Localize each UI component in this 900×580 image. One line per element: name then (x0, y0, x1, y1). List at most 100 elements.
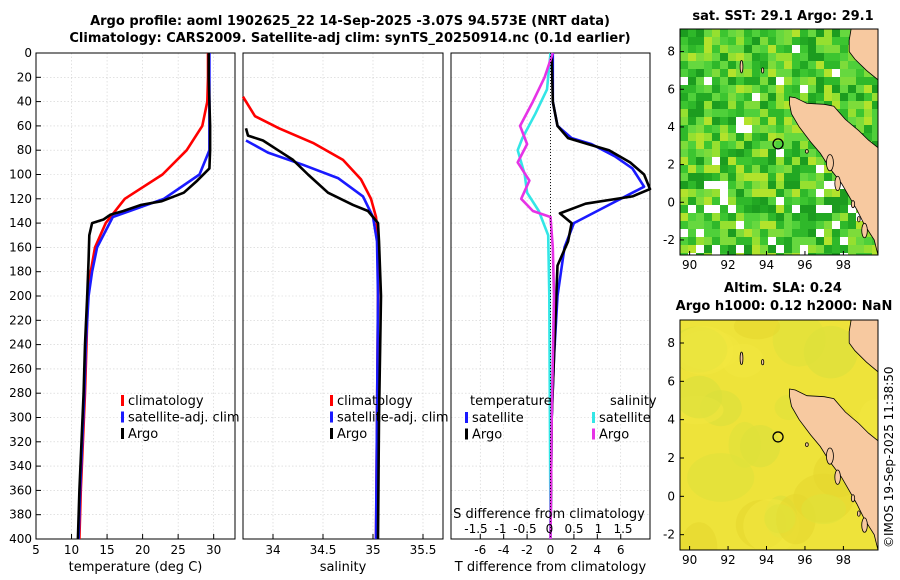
sla-ytick-label: 6 (667, 374, 675, 388)
sla-sla-blob (680, 375, 723, 419)
temp-xtick-label: 25 (171, 543, 186, 557)
temp-ytick-label: 340 (9, 459, 32, 473)
sal-line-satellite-adj-clim (245, 139, 380, 540)
sal-legend-swatch (330, 428, 333, 439)
sla-island (850, 494, 856, 503)
diff-xtick-label: 2 (570, 543, 578, 557)
sst-ytick-label: 2 (667, 158, 675, 172)
sla-xtick-label: 90 (682, 553, 697, 567)
sst-island (805, 149, 809, 154)
temp-legend-swatch (121, 428, 124, 439)
temp-ytick-label: 280 (9, 386, 32, 400)
sst-peninsula-land (848, 29, 878, 81)
sst-island (826, 154, 834, 172)
diff-s-tick-label: 1 (595, 522, 603, 536)
sla-sla-blob (680, 325, 734, 375)
sal-legend-label: satellite-adj. clim (337, 411, 449, 426)
temp-ytick-label: 40 (17, 95, 32, 109)
sst-island (861, 222, 868, 239)
sal-plot-bg (243, 53, 443, 539)
temp-xtick-label: 20 (135, 543, 150, 557)
sla-argo-marker (772, 431, 784, 443)
diff-xtick-label: 6 (617, 543, 625, 557)
temp-ytick-label: 400 (9, 532, 32, 546)
sal-legend-label: climatology (337, 394, 413, 409)
sla-xtick-label: 92 (720, 553, 735, 567)
sla-island (856, 510, 861, 517)
diff-t-legend-swatch (465, 428, 468, 440)
temp-ytick-label: 180 (9, 265, 32, 279)
temp-line-argo (76, 53, 212, 540)
sal-xtick-label: 34.5 (310, 543, 337, 557)
sla-map-area (680, 320, 878, 550)
sst-map-title: sat. SST: 29.1 Argo: 29.1 (692, 9, 874, 24)
sal-xtick-label: 35.5 (410, 543, 437, 557)
diff-xlabel: T difference from climatology (454, 560, 647, 575)
sla-ytick-label: -2 (663, 528, 675, 542)
chart-title-line1: Argo profile: aoml 1902625_22 14-Sep-202… (90, 14, 610, 29)
sst-island (834, 175, 841, 192)
temp-legend-label: satellite-adj. clim (128, 411, 240, 426)
diff-s-tick-label: 0.5 (564, 522, 583, 536)
sla-xtick-label: 98 (836, 553, 851, 567)
sst-map-area (680, 29, 878, 255)
temp-ytick-label: 120 (9, 192, 32, 206)
diff-xtick-label: -2 (521, 543, 533, 557)
sst-island (850, 200, 856, 209)
temp-ytick-label: 380 (9, 508, 32, 522)
sla-ytick-label: 8 (667, 336, 675, 350)
temp-xtick-label: 5 (32, 543, 40, 557)
diff-xtick-label: -6 (474, 543, 486, 557)
diff-s-tick-label: -1.5 (464, 522, 487, 536)
sla-sumatra-land (789, 388, 878, 550)
sst-ytick-label: -2 (663, 233, 675, 247)
sst-xtick-label: 94 (759, 258, 774, 272)
temp-ytick-label: 300 (9, 411, 32, 425)
sla-sla-blob (728, 421, 761, 468)
diff-s-legend-label: satellite (599, 411, 651, 426)
temp-xlabel: temperature (deg C) (69, 560, 203, 575)
temp-ytick-label: 200 (9, 289, 32, 303)
sla-map-title-line1: Altim. SLA: 0.24 (724, 281, 842, 296)
temp-ytick-label: 0 (24, 46, 32, 60)
sst-xtick-label: 90 (682, 258, 697, 272)
temp-xtick-label: 30 (206, 543, 221, 557)
diff-line-t-argo (549, 52, 652, 540)
sla-map-title-line2: Argo h1000: 0.12 h2000: NaN (675, 299, 893, 314)
temp-ytick-label: 60 (17, 119, 32, 133)
temp-ytick-label: 100 (9, 168, 32, 182)
temp-ytick-label: 140 (9, 216, 32, 230)
sal-frame (242, 52, 444, 540)
diff-top-xlabel: S difference from climatology (453, 507, 645, 522)
sla-ytick-label: 0 (667, 489, 675, 503)
diff-s-tick-label: -1 (495, 522, 507, 536)
diff-s-tick-label: 1.5 (613, 522, 632, 536)
sal-line-argo (244, 127, 383, 540)
sst-map-frame (679, 28, 879, 256)
sst-sumatra-land (789, 96, 878, 255)
temp-ytick-label: 360 (9, 483, 32, 497)
temp-ytick-label: 220 (9, 313, 32, 327)
sla-xtick-label: 96 (797, 553, 812, 567)
diff-s-legend-swatch (592, 412, 595, 423)
sst-island (739, 59, 744, 74)
sal-xtick-label: 34 (265, 543, 280, 557)
temp-ytick-label: 20 (17, 70, 32, 84)
sst-ytick-label: 6 (667, 82, 675, 96)
sst-xtick-label: 96 (797, 258, 812, 272)
sla-sla-blob (733, 320, 781, 340)
sal-xlabel: salinity (320, 560, 367, 575)
sla-sla-blob (680, 522, 718, 550)
sla-sla-blob (764, 504, 796, 534)
diff-line-s-argo (516, 52, 556, 540)
diff-xtick-label: 4 (594, 543, 602, 557)
sla-island (761, 359, 765, 366)
diff-t-legend-label: satellite (472, 411, 524, 426)
diff-t-legend-label: Argo (472, 428, 502, 443)
sla-island (834, 469, 841, 485)
temp-ytick-label: 160 (9, 240, 32, 254)
temp-legend-label: climatology (128, 394, 204, 409)
sal-legend-label: Argo (337, 427, 367, 442)
sla-peninsula-land (848, 320, 878, 373)
